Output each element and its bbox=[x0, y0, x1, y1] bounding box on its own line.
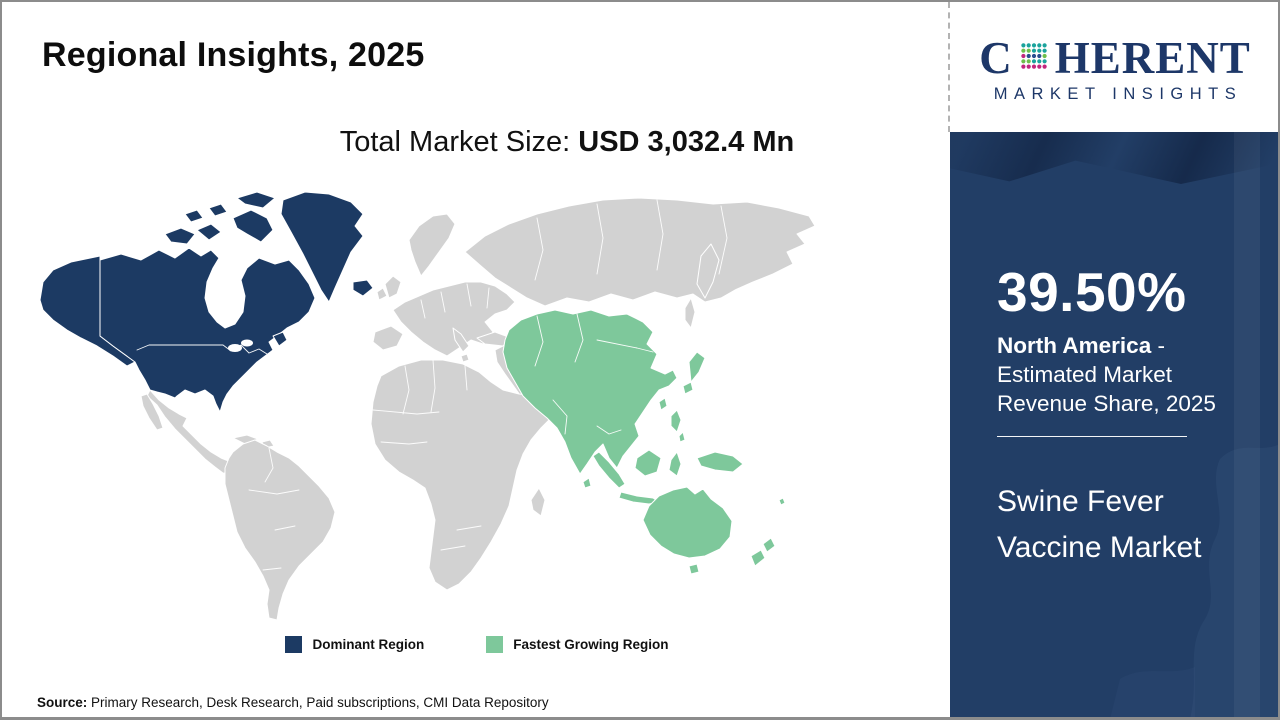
source-text: Primary Research, Desk Research, Paid su… bbox=[87, 695, 549, 710]
island-sri-lanka bbox=[582, 477, 592, 489]
country-japan-south bbox=[682, 381, 694, 395]
page-title: Regional Insights, 2025 bbox=[42, 36, 425, 74]
arctic-island bbox=[232, 209, 274, 243]
market-share-desc-text: - Estimated Market Revenue Share, 2025 bbox=[997, 332, 1216, 416]
island-iceland bbox=[352, 279, 374, 297]
island-taiwan bbox=[658, 397, 668, 411]
country-italy bbox=[452, 327, 470, 353]
panel-divider bbox=[997, 435, 1187, 437]
fastest-growing-region-swatch bbox=[486, 636, 504, 653]
island-ireland bbox=[376, 287, 388, 301]
source-label: Source: bbox=[37, 695, 88, 710]
dominant-region-swatch bbox=[285, 636, 303, 653]
map-lakes bbox=[228, 339, 253, 352]
island-nz-south bbox=[750, 549, 766, 567]
region-greenland bbox=[280, 191, 364, 303]
region-alaska bbox=[39, 255, 136, 367]
island-borneo bbox=[634, 449, 662, 477]
island-nz-north bbox=[762, 537, 776, 553]
market-share-value: 39.50% bbox=[997, 261, 1187, 323]
arctic-island bbox=[196, 223, 222, 241]
island-sakhalin bbox=[684, 297, 696, 329]
market-name: Swine Fever Vaccine Market bbox=[997, 484, 1202, 564]
dominant-region-label: Dominant Region bbox=[312, 637, 425, 652]
island-newfoundland bbox=[272, 331, 288, 347]
country-australia bbox=[642, 486, 733, 559]
dotted-globe-icon bbox=[1021, 43, 1047, 69]
region-dominant-group bbox=[39, 191, 374, 413]
sidebar-panel: 39.50% North America - Estimated Market … bbox=[950, 132, 1278, 717]
brand-logo-subtitle: MARKET INSIGHTS bbox=[993, 85, 1243, 103]
brand-logo-wordmark: C HERENT bbox=[950, 32, 1278, 84]
country-japan bbox=[688, 351, 706, 383]
island-madagascar bbox=[530, 487, 546, 517]
arctic-island bbox=[208, 203, 228, 217]
total-market-size-value: USD 3,032.4 Mn bbox=[578, 126, 795, 158]
region-other-group bbox=[140, 197, 816, 621]
legend-item-dominant: Dominant Region bbox=[285, 636, 424, 653]
country-borders bbox=[136, 199, 728, 571]
arctic-island bbox=[164, 227, 196, 245]
island-uk bbox=[384, 275, 402, 299]
island-cuba bbox=[232, 434, 259, 445]
continent-africa bbox=[370, 359, 566, 591]
island-fiji bbox=[778, 497, 786, 506]
market-share-description: North America - Estimated Market Revenue… bbox=[997, 331, 1254, 418]
arctic-island bbox=[184, 209, 204, 223]
legend-item-fastest-growing: Fastest Growing Region bbox=[486, 636, 669, 653]
vertical-dashed-divider bbox=[948, 2, 950, 132]
island-new-guinea bbox=[696, 451, 744, 473]
country-baja bbox=[140, 393, 164, 431]
logo-letters-rest: HERENT bbox=[1054, 33, 1251, 83]
region-canada-usa bbox=[99, 247, 316, 413]
island-philippines bbox=[670, 409, 682, 433]
region-asia-main bbox=[502, 309, 678, 475]
brand-logo: C HERENT MARKET INSIGHTS bbox=[950, 32, 1278, 104]
island-philippines bbox=[678, 431, 686, 443]
fastest-growing-region-label: Fastest Growing Region bbox=[513, 637, 669, 652]
region-iberia bbox=[372, 325, 404, 351]
peninsula-kamchatka bbox=[696, 243, 720, 299]
island-sulawesi bbox=[668, 451, 682, 477]
region-fastest-growing-group bbox=[502, 309, 786, 575]
island-sicily bbox=[460, 353, 470, 363]
island-tasmania bbox=[688, 563, 700, 575]
source-line: Source: Primary Research, Desk Research,… bbox=[37, 695, 549, 710]
region-scandinavia bbox=[408, 213, 456, 277]
arctic-island bbox=[236, 191, 276, 209]
world-map bbox=[39, 191, 816, 621]
sidebar: C HERENT MARKET INSIGHTS 39.50% North Am… bbox=[950, 2, 1278, 717]
total-market-size-label: Total Market Size: bbox=[339, 126, 579, 158]
island-sumatra bbox=[592, 451, 626, 489]
country-russia bbox=[464, 197, 816, 307]
market-share-region: North America bbox=[997, 332, 1152, 358]
panel-top-texture bbox=[950, 132, 1278, 184]
panel-right-texture bbox=[950, 132, 1278, 717]
map-legend: Dominant Region Fastest Growing Region bbox=[37, 636, 917, 653]
logo-letter-c: C bbox=[979, 33, 1013, 83]
continent-south-america bbox=[224, 439, 336, 621]
total-market-size: Total Market Size: USD 3,032.4 Mn bbox=[127, 126, 1007, 159]
